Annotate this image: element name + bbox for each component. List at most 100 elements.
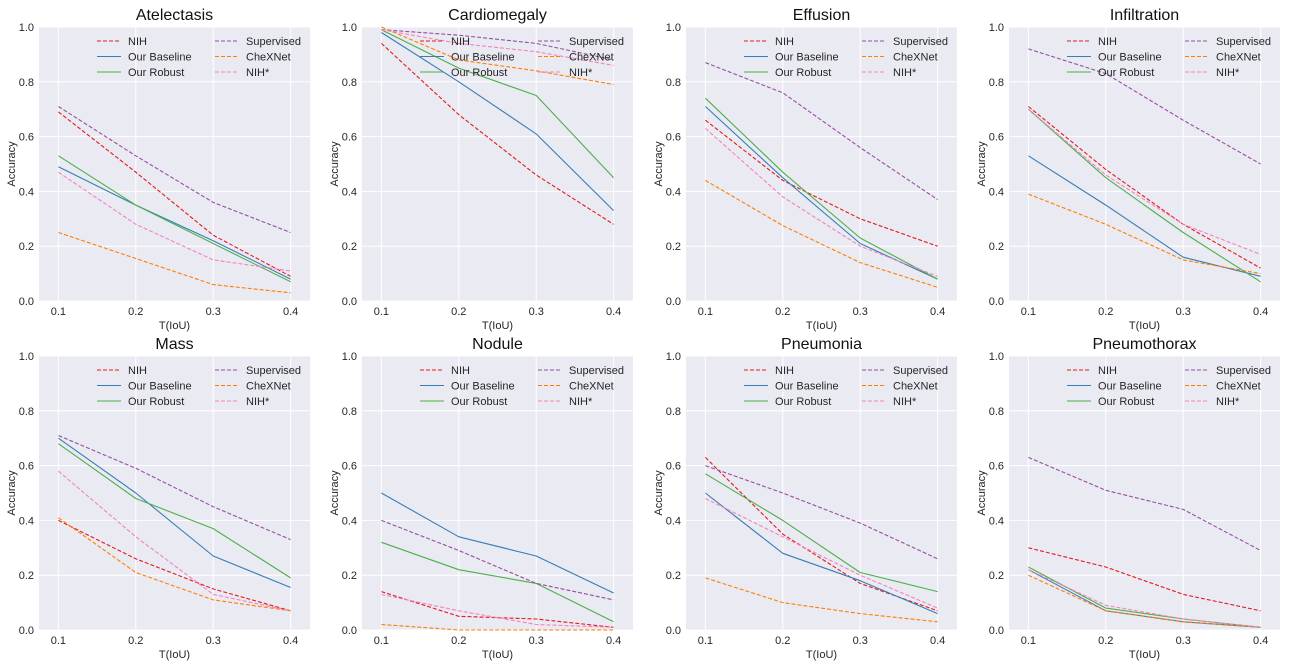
series-line-supervised (381, 29, 614, 61)
legend: NIH Our Baseline Our Robust Supervised CheXN… (1067, 36, 1271, 79)
legend-label: Supervised (1216, 36, 1271, 48)
legend-label: Our Robust (128, 67, 184, 79)
y-tick-label: 0.0 (666, 625, 681, 637)
series-line-chexnet (58, 231, 291, 294)
y-tick-label: 0.4 (666, 186, 681, 198)
y-tick-label: 0.2 (666, 241, 681, 253)
series-line-our-baseline (381, 492, 614, 594)
x-axis-label: T(IoU) (482, 649, 513, 661)
legend-label: Our Robust (451, 67, 507, 79)
plot-area (1009, 27, 1280, 301)
x-axis-label: T(IoU) (806, 320, 837, 332)
legend-label: CheXNet (893, 52, 938, 64)
plot-area (1009, 356, 1280, 630)
series-line-nih (381, 42, 614, 225)
y-tick-label: 1.0 (666, 22, 681, 34)
legend-label: Our Baseline (775, 52, 839, 64)
legend-label: CheXNet (246, 381, 291, 393)
legend-label: Our Baseline (451, 381, 515, 393)
series-group (381, 492, 614, 631)
x-axis-label: T(IoU) (159, 649, 190, 661)
x-tick-label: 0.2 (1098, 635, 1113, 647)
legend-label: NIH* (569, 67, 593, 79)
series-group (705, 62, 938, 288)
panel-atelectasis: 0.0 0.2 0.4 0.6 0.8 1.0 0.1 0.2 0.3 0.4 Atelectasi… (6, 7, 310, 332)
legend-label: Our Baseline (128, 52, 192, 64)
series-line-nih (58, 111, 291, 277)
x-axis-label: T(IoU) (1129, 649, 1160, 661)
x-axis-label: T(IoU) (1129, 320, 1160, 332)
legend-label: CheXNet (246, 52, 291, 64)
legend-label: Our Baseline (1098, 381, 1162, 393)
series-line-our-robust (1028, 108, 1261, 283)
x-tick-label: 0.3 (206, 635, 221, 647)
legend-label: NIH* (246, 396, 270, 408)
plot-area (686, 356, 957, 630)
legend: NIH Our Baseline Our Robust Supervised CheXN… (97, 365, 301, 408)
x-tick-label: 0.1 (698, 635, 713, 647)
x-tick-label: 0.3 (1176, 635, 1191, 647)
series-line-nih (58, 171, 291, 272)
y-tick-label: 0.8 (342, 77, 357, 89)
legend-label: Supervised (569, 36, 624, 48)
legend-label: Supervised (893, 36, 948, 48)
legend-label: Our Robust (451, 396, 507, 408)
y-tick-label: 0.2 (19, 570, 34, 582)
y-tick-label: 0.6 (19, 461, 34, 473)
y-axis-label: Accuracy (329, 470, 341, 516)
series-line-chexnet (1028, 574, 1261, 628)
y-tick-label: 0.2 (342, 570, 357, 582)
legend-label: Our Baseline (451, 52, 515, 64)
series-line-our-baseline (58, 166, 291, 280)
legend-label: Our Baseline (1098, 52, 1162, 64)
series-group (1028, 456, 1261, 628)
y-tick-label: 0.2 (666, 570, 681, 582)
panel-pneumonia: 0.0 0.2 0.4 0.6 0.8 1.0 0.1 0.2 0.3 0.4 Pneumonia T… (653, 336, 957, 661)
legend-label: CheXNet (1216, 52, 1261, 64)
y-tick-label: 0.0 (19, 625, 34, 637)
x-tick-label: 0.4 (606, 635, 621, 647)
legend-label: Supervised (246, 36, 301, 48)
legend-label: NIH (775, 36, 794, 48)
x-tick-label: 0.4 (283, 635, 298, 647)
series-line-supervised (705, 465, 938, 560)
legend-label: NIH (451, 365, 470, 377)
y-tick-label: 0.6 (989, 461, 1004, 473)
x-tick-label: 0.2 (451, 635, 466, 647)
x-tick-label: 0.1 (374, 306, 389, 318)
y-tick-label: 0.0 (342, 625, 357, 637)
legend: NIH Our Baseline Our Robust Supervised CheXN… (420, 36, 624, 79)
y-tick-label: 0.6 (342, 132, 357, 144)
series-group (58, 106, 291, 294)
x-axis-label: T(IoU) (159, 320, 190, 332)
series-line-our-robust (705, 473, 938, 593)
x-tick-label: 0.4 (930, 306, 945, 318)
x-tick-label: 0.4 (1253, 306, 1268, 318)
legend-label: CheXNet (893, 381, 938, 393)
chart-title: Infiltration (1110, 7, 1179, 24)
y-tick-label: 0.4 (342, 515, 357, 527)
x-tick-label: 0.4 (930, 635, 945, 647)
series-line-our-robust (381, 541, 614, 623)
legend-label: NIH (128, 365, 147, 377)
legend-label: NIH (1098, 365, 1117, 377)
y-tick-label: 0.0 (666, 296, 681, 308)
plot-area (362, 356, 633, 630)
x-axis-label: T(IoU) (482, 320, 513, 332)
series-line-supervised (381, 519, 614, 601)
series-line-nih (705, 127, 938, 277)
series-line-chexnet (381, 26, 614, 86)
series-line-chexnet (58, 517, 291, 612)
x-tick-label: 0.3 (853, 635, 868, 647)
legend-label: NIH (128, 36, 147, 48)
legend-label: NIH* (893, 396, 917, 408)
y-axis-label: Accuracy (976, 141, 988, 187)
legend-label: Our Robust (775, 396, 831, 408)
y-tick-label: 0.6 (989, 132, 1004, 144)
legend: NIH Our Baseline Our Robust Supervised CheXN… (97, 36, 301, 79)
panel-nodule: 0.0 0.2 0.4 0.6 0.8 1.0 0.1 0.2 0.3 0.4 Nodule T(Io… (329, 336, 633, 661)
legend-label: Our Robust (775, 67, 831, 79)
x-tick-label: 0.2 (128, 306, 143, 318)
y-tick-label: 0.4 (342, 186, 357, 198)
legend: NIH Our Baseline Our Robust Supervised CheXN… (1067, 365, 1271, 408)
